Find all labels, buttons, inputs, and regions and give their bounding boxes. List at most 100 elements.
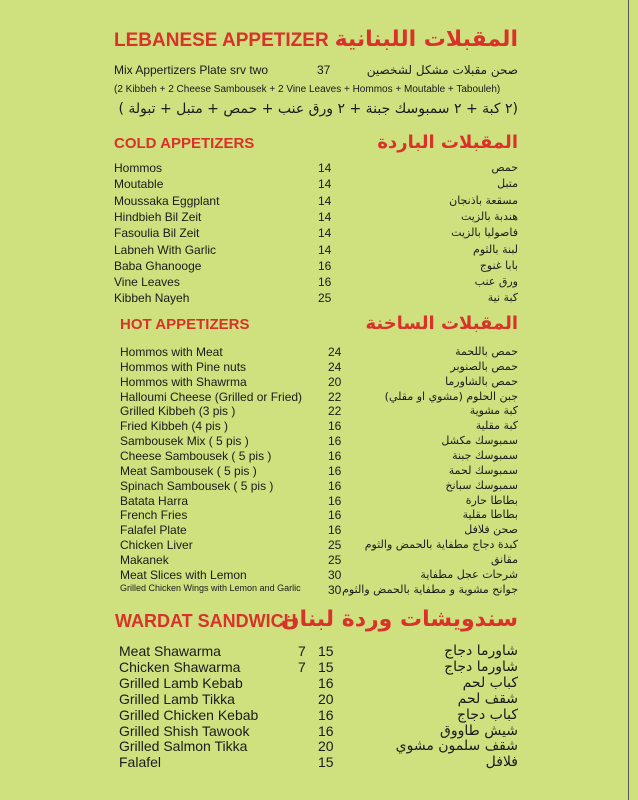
item-price: 16: [318, 722, 334, 739]
item-name-ar: ورق عنب: [474, 275, 518, 289]
item-name-ar: كباب لحم: [462, 674, 518, 691]
section-title-en: WARDAT SANDWICH: [115, 611, 297, 631]
item-name: Moussaka Eggplant: [114, 193, 220, 208]
item-price: 24: [328, 359, 342, 374]
item-price: 16: [318, 275, 332, 290]
item-name: Halloumi Cheese (Grilled or Fried): [120, 389, 303, 404]
item-price: 22: [328, 404, 342, 419]
menu-item: Labneh With Garlic 14 لبنة بالثوم: [0, 243, 638, 259]
menu-item: Meat Sambousek ( 5 pis ) 16 سمبوسك لحمة: [0, 464, 638, 479]
item-price: 16: [328, 493, 342, 508]
item-name: Meat Slices with Lemon: [120, 567, 247, 582]
menu-item: Meat Shawarma 7 15 شاورما دجاج: [0, 643, 638, 659]
menu-item: Hindbieh Bil Zeit 14 هندبة بالزيت: [0, 210, 638, 226]
item-name: Hommos: [114, 161, 163, 175]
menu-item: Spinach Sambousek ( 5 pis ) 16 سمبوسك سبان…: [0, 479, 638, 494]
item-price: 14: [318, 242, 332, 257]
item-name-ar: جوانح مشوية و مطفاية بالحمض والثوم: [342, 582, 518, 596]
item-name-ar: كبة مشوية: [469, 404, 518, 418]
menu-item: Fried Kibbeh (4 pis ) 16 كبة مقلية: [0, 419, 638, 434]
menu-item: Vine Leaves 16 ورق عنب: [0, 275, 638, 291]
item-name: Sambousek Mix ( 5 pis ): [120, 434, 249, 449]
section-title-ar: سندويشات وردة لبنان: [280, 607, 518, 632]
item-name-ar: صحن فلافل: [464, 523, 518, 537]
item-price: 16: [328, 419, 342, 434]
menu-item: Falafel Plate 16 صحن فلافل: [0, 523, 638, 538]
menu-item: Grilled Lamb Tikka 20 شقف لحم: [0, 691, 638, 707]
item-price: 15: [318, 658, 334, 675]
item-price: 20: [328, 374, 342, 389]
item-name-ar: حمص: [491, 161, 518, 174]
item-name: Falafel Plate: [120, 523, 187, 538]
item-price: 14: [318, 209, 332, 224]
section-title-en: COLD APPETIZERS: [114, 135, 255, 152]
section-title-ar: المقبلات اللبنانية: [334, 27, 518, 52]
menu-item: Hommos with Meat 24 حمص باللحمة: [0, 345, 638, 360]
item-name: Grilled Lamb Tikka: [119, 690, 235, 707]
item-name: Fasoulia Bil Zeit: [114, 226, 200, 241]
item-name-ar: بطاطا مقلية: [462, 508, 518, 522]
item-name-ar: شاورما دجاج: [444, 643, 518, 659]
menu-item: Grilled Kibbeh (3 pis ) 22 كبة مشوية: [0, 404, 638, 419]
item-price: 15: [318, 643, 334, 659]
section-title-ar: المقبلات الباردة: [377, 132, 518, 153]
menu-item: Hommos with Pine nuts 24 حمص بالصنوبر: [0, 360, 638, 375]
item-name-ar: كبدة دجاج مطفاية بالحمض والثوم: [364, 538, 518, 552]
item-name: Baba Ghanooge: [114, 258, 202, 273]
item-price: 25: [328, 552, 342, 567]
item-price: 25: [328, 538, 342, 553]
item-name: Vine Leaves: [114, 275, 180, 290]
item-name: Moutable: [114, 177, 164, 192]
item-name-ar: كبة نية: [487, 291, 518, 305]
item-price: 25: [318, 291, 332, 306]
section-title-en: HOT APPETIZERS: [120, 316, 250, 333]
item-name: Grilled Salmon Tikka: [119, 738, 248, 755]
item-name: Hommos with Meat: [120, 345, 223, 359]
menu-item: Baba Ghanooge 16 بابا غنوج: [0, 259, 638, 275]
menu-item: Grilled Chicken Wings with Lemon and Gar…: [0, 583, 638, 598]
item-name-ar: حمص باللحمة: [455, 345, 518, 358]
item-name: Meat Sambousek ( 5 pis ): [120, 463, 257, 478]
item-small-price: 7: [298, 658, 306, 675]
item-price: 30: [328, 567, 342, 582]
item-price: 20: [318, 738, 334, 755]
item-name: Meat Shawarma: [119, 643, 221, 659]
menu-item: Chicken Shawarma 7 15 شاورما دجاج: [0, 659, 638, 675]
item-name-ar: سمبوسك مكشل: [441, 434, 518, 448]
menu-item: Cheese Sambousek ( 5 pis ) 16 سمبوسك جبنة: [0, 449, 638, 464]
item-name: Grilled Lamb Kebab: [119, 674, 243, 691]
item-name-ar: كباب دجاج: [457, 706, 518, 723]
item-name-ar: فلافل: [485, 754, 518, 771]
item-name-ar: سمبوسك سبانخ: [445, 478, 518, 492]
item-price: 14: [318, 161, 332, 175]
item-name: Makanek: [120, 552, 169, 567]
item-name-ar: حمص بالشاورما: [445, 374, 518, 388]
item-name: Fried Kibbeh (4 pis ): [120, 419, 229, 434]
menu-item: Moussaka Eggplant 14 مسقعة باذنجان: [0, 194, 638, 210]
menu-item: Moutable 14 متبل: [0, 177, 638, 193]
menu-item: Halloumi Cheese (Grilled or Fried) 22 جبن …: [0, 390, 638, 405]
menu-item: French Fries 16 بطاطا مقلية: [0, 508, 638, 523]
item-price: 16: [318, 674, 334, 691]
item-small-price: 7: [298, 643, 306, 659]
section-title-ar: المقبلات الساخنة: [365, 313, 518, 334]
item-name: Hommos with Shawrma: [120, 374, 247, 389]
item-name-ar: حمص بالصنوبر: [450, 359, 518, 373]
item-name-ar: لبنة بالثوم: [473, 242, 518, 256]
item-name: Grilled Chicken Wings with Lemon and Gar…: [120, 582, 301, 593]
item-price: 16: [328, 508, 342, 523]
item-price: 16: [318, 258, 332, 273]
item-name-ar: جبن الحلوم (مشوي او مقلي): [384, 389, 518, 403]
item-name-ar: بابا غنوج: [479, 258, 518, 272]
menu-item: Grilled Chicken Kebab 16 كباب دجاج: [0, 707, 638, 723]
item-name-ar: شقف سلمون مشوي: [395, 738, 518, 755]
item-price: 16: [328, 523, 342, 538]
item-name-ar: شاورما دجاج: [444, 658, 518, 675]
menu-item: Kibbeh Nayeh 25 كبة نية: [0, 291, 638, 307]
item-name: Spinach Sambousek ( 5 pis ): [120, 478, 274, 493]
item-name: Chicken Liver: [120, 538, 193, 553]
menu-item: Batata Harra 16 بطاطا حارة: [0, 494, 638, 509]
item-name: Kibbeh Nayeh: [114, 291, 190, 306]
item-price: 16: [328, 478, 342, 493]
menu-item: Fasoulia Bil Zeit 14 فاصوليا بالزيت: [0, 226, 638, 242]
